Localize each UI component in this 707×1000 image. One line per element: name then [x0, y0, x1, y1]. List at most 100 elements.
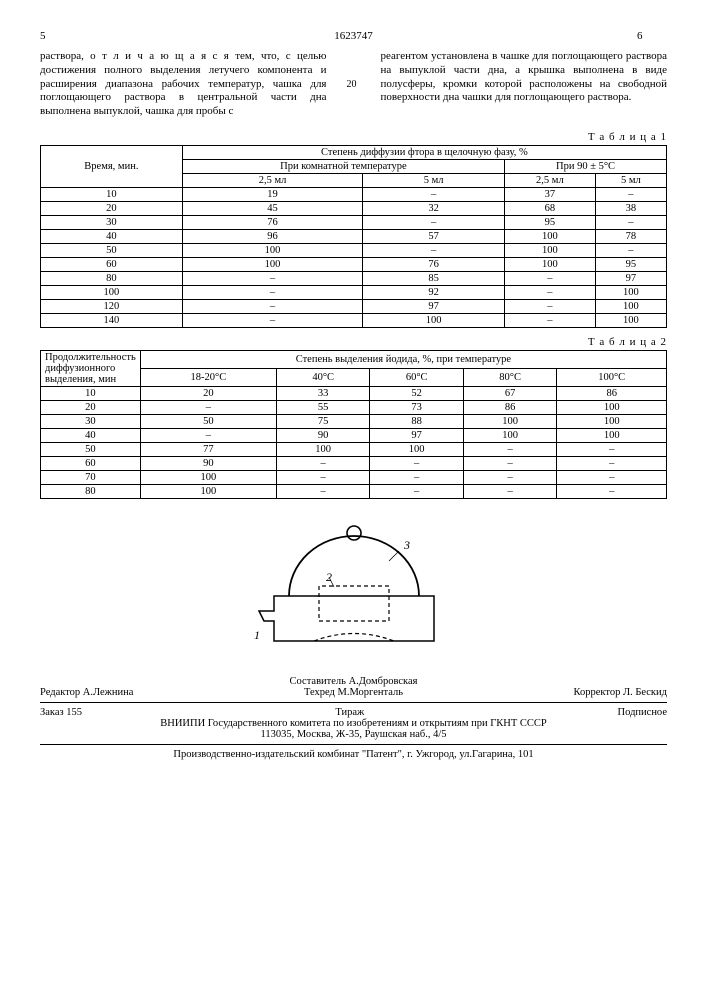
- table-cell: 100: [595, 285, 666, 299]
- tirazh: Тираж: [335, 707, 364, 718]
- table-cell: 97: [363, 299, 505, 313]
- table-cell: –: [557, 442, 667, 456]
- t1-h-time: Время, мин.: [41, 145, 183, 187]
- table-cell: 32: [363, 201, 505, 215]
- table-cell: –: [140, 400, 276, 414]
- editor: Редактор А.Лежнина: [40, 687, 133, 698]
- table-cell: –: [276, 456, 369, 470]
- table-cell: 80: [41, 271, 183, 285]
- table-cell: –: [557, 470, 667, 484]
- credits-block: Составитель А.Домбровская Редактор А.Леж…: [40, 676, 667, 698]
- table-cell: 20: [41, 400, 141, 414]
- table-cell: 90: [276, 428, 369, 442]
- table-cell: 120: [41, 299, 183, 313]
- table-cell: 68: [505, 201, 596, 215]
- table-cell: 78: [595, 229, 666, 243]
- t2-col-header: 60°C: [370, 368, 463, 386]
- table-cell: 85: [363, 271, 505, 285]
- apparatus-diagram: 1 2 3: [40, 511, 667, 664]
- table-cell: 37: [505, 187, 596, 201]
- table-cell: –: [370, 484, 463, 498]
- table-cell: –: [463, 456, 556, 470]
- table-cell: –: [182, 299, 363, 313]
- table-cell: 86: [557, 386, 667, 400]
- corrector: Корректор Л. Бескид: [574, 687, 667, 698]
- org-line1: ВНИИПИ Государственного комитета по изоб…: [40, 718, 667, 729]
- table-cell: 100: [463, 428, 556, 442]
- table-cell: 100: [463, 414, 556, 428]
- table-cell: 86: [463, 400, 556, 414]
- table-cell: –: [276, 484, 369, 498]
- table-cell: 10: [41, 386, 141, 400]
- subscription: Подписное: [618, 707, 667, 718]
- table-cell: –: [463, 442, 556, 456]
- table-cell: 95: [505, 215, 596, 229]
- table-cell: –: [505, 271, 596, 285]
- body-text: раствора, о т л и ч а ю щ а я с я тем, ч…: [40, 50, 667, 119]
- table-cell: –: [370, 456, 463, 470]
- table-cell: 77: [140, 442, 276, 456]
- table-cell: 76: [182, 215, 363, 229]
- table-cell: 88: [370, 414, 463, 428]
- table-cell: –: [370, 470, 463, 484]
- table-cell: 40: [41, 229, 183, 243]
- t2-col-header: 18-20°C: [140, 368, 276, 386]
- t2-col-header: 80°C: [463, 368, 556, 386]
- t1-h-room: При комнатной температуре: [182, 159, 504, 173]
- table1: Время, мин. Степень диффузии фтора в щел…: [40, 145, 667, 328]
- table-cell: 50: [41, 243, 183, 257]
- table-cell: 100: [276, 442, 369, 456]
- table-cell: 73: [370, 400, 463, 414]
- table2-caption: Т а б л и ц а 2: [40, 336, 667, 348]
- table-cell: 96: [182, 229, 363, 243]
- table-cell: 33: [276, 386, 369, 400]
- table-cell: –: [182, 285, 363, 299]
- table-cell: 97: [595, 271, 666, 285]
- table-cell: 45: [182, 201, 363, 215]
- table-cell: 100: [363, 313, 505, 327]
- table-cell: –: [557, 456, 667, 470]
- table-cell: 50: [41, 442, 141, 456]
- table-cell: –: [140, 428, 276, 442]
- table-cell: 100: [505, 257, 596, 271]
- table-cell: –: [182, 271, 363, 285]
- table1-caption: Т а б л и ц а 1: [40, 131, 667, 143]
- table-cell: 50: [140, 414, 276, 428]
- table-cell: –: [363, 243, 505, 257]
- page-left: 5: [40, 30, 70, 42]
- table-cell: 100: [505, 229, 596, 243]
- table-cell: 100: [140, 484, 276, 498]
- table-cell: –: [595, 215, 666, 229]
- table-cell: –: [363, 187, 505, 201]
- table-cell: –: [276, 470, 369, 484]
- table-cell: –: [595, 243, 666, 257]
- table-cell: 55: [276, 400, 369, 414]
- table-cell: –: [463, 470, 556, 484]
- order-row: Заказ 155 Тираж Подписное: [40, 707, 667, 718]
- compiler: Составитель А.Домбровская: [40, 676, 667, 687]
- table-cell: 100: [41, 285, 183, 299]
- order-no: Заказ 155: [40, 707, 82, 718]
- table-cell: 100: [595, 299, 666, 313]
- diagram-label-1: 1: [254, 628, 260, 642]
- table-cell: 92: [363, 285, 505, 299]
- table-cell: 100: [557, 414, 667, 428]
- table-cell: 60: [41, 257, 183, 271]
- page-header: 5 1623747 6: [40, 30, 667, 42]
- table-cell: 67: [463, 386, 556, 400]
- table-cell: 10: [41, 187, 183, 201]
- t2-h-main: Степень выделения йодида, %, при темпера…: [140, 350, 666, 368]
- diagram-label-3: 3: [403, 538, 410, 552]
- table-cell: –: [363, 215, 505, 229]
- doc-number: 1623747: [334, 30, 373, 42]
- table-cell: –: [505, 313, 596, 327]
- table-cell: 20: [140, 386, 276, 400]
- t1-h-25b: 2,5 мл: [505, 173, 596, 187]
- t2-col-header: 100°C: [557, 368, 667, 386]
- table-cell: 100: [595, 313, 666, 327]
- table-cell: –: [505, 285, 596, 299]
- table-cell: 100: [370, 442, 463, 456]
- table-cell: –: [595, 187, 666, 201]
- table-cell: 97: [370, 428, 463, 442]
- table-cell: 20: [41, 201, 183, 215]
